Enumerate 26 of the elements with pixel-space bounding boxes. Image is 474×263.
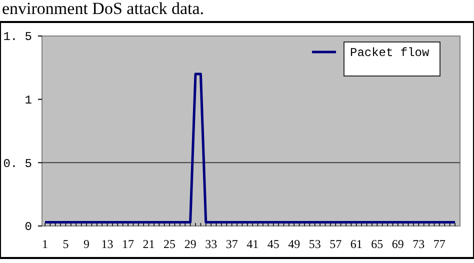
x-tick-label: 9 — [84, 237, 90, 251]
x-tick-label: 37 — [226, 237, 238, 251]
y-tick-label: 0. 5 — [3, 156, 32, 171]
y-tick-label: 0 — [24, 220, 32, 234]
y-tick-label: 1 — [24, 94, 32, 108]
x-tick-label: 41 — [246, 237, 259, 251]
legend-label: Packet flow — [350, 46, 430, 60]
x-tick-label: 73 — [412, 237, 425, 251]
chart-title: environment DoS attack data. — [2, 0, 204, 18]
x-tick-label: 1 — [42, 237, 48, 251]
x-tick-label: 49 — [288, 237, 300, 251]
y-tick-label: 1. 5 — [3, 30, 32, 44]
x-tick-label: 69 — [392, 237, 404, 251]
x-tick-label: 21 — [142, 237, 155, 251]
x-tick-label: 57 — [330, 237, 342, 251]
x-tick-label: 17 — [122, 237, 134, 251]
x-tick-label: 33 — [205, 237, 218, 251]
x-tick-label: 13 — [101, 237, 114, 251]
x-tick-label: 61 — [350, 237, 362, 251]
x-tick-label: 5 — [62, 237, 69, 251]
x-tick-label: 53 — [308, 237, 321, 251]
x-tick-label: 45 — [267, 237, 280, 251]
x-tick-label: 77 — [433, 237, 446, 251]
x-tick-label: 29 — [184, 237, 196, 251]
x-tick-label: 25 — [164, 237, 176, 251]
x-tick-label: 65 — [371, 237, 384, 251]
